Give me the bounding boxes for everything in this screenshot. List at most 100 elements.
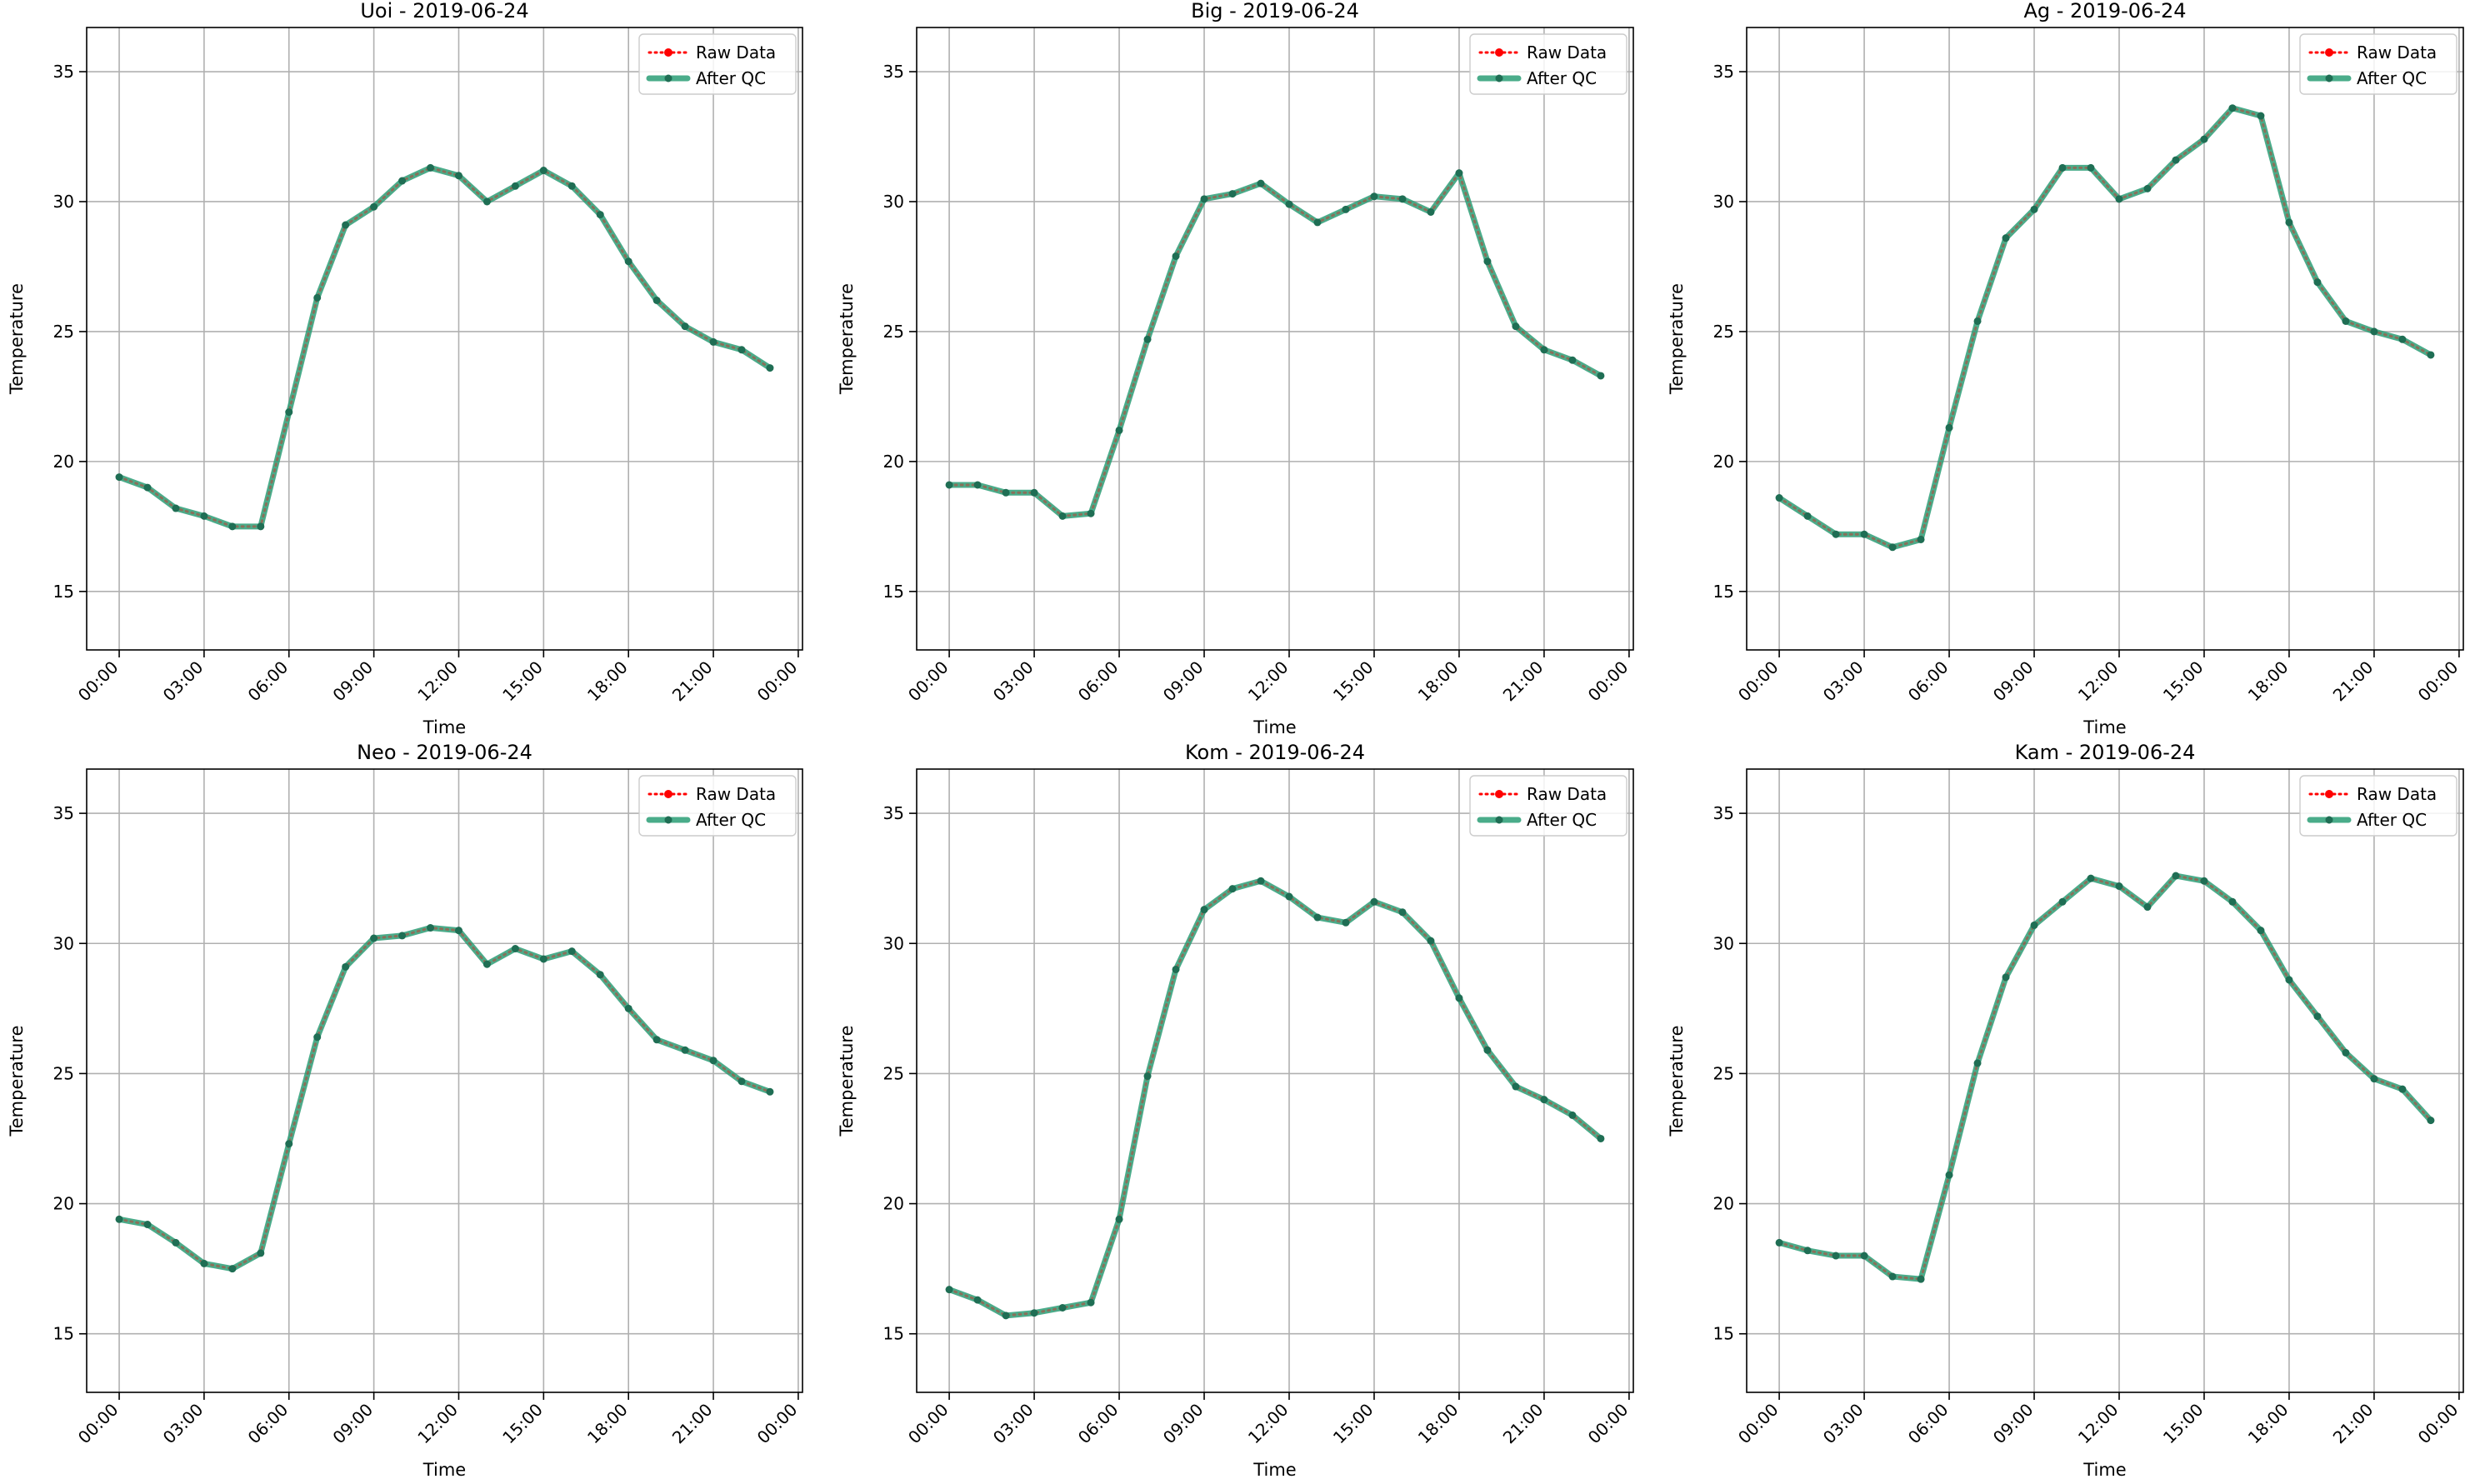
- subplot-title: Ag - 2019-06-24: [2023, 0, 2186, 22]
- legend-raw-marker: [2325, 790, 2333, 798]
- x-tick-label: 03:00: [159, 657, 208, 706]
- x-tick-label: 06:00: [1074, 657, 1122, 706]
- y-tick-label: 35: [1713, 62, 1734, 82]
- after-qc-point: [1370, 192, 1378, 201]
- after-qc-point: [370, 934, 378, 942]
- subplot-title: Kam - 2019-06-24: [2015, 741, 2196, 764]
- after-qc-point: [2030, 205, 2038, 213]
- legend-qc-label: After QC: [2357, 810, 2427, 830]
- after-qc-point: [228, 1265, 237, 1273]
- after-qc-point: [143, 483, 152, 492]
- x-tick-label: 15:00: [1329, 1400, 1378, 1448]
- after-qc-point: [1860, 530, 1868, 538]
- after-qc-point: [1917, 535, 1925, 543]
- after-qc-point: [2427, 351, 2435, 359]
- after-qc-point: [285, 1140, 293, 1148]
- after-qc-line: [1776, 872, 2434, 1282]
- after-qc-point: [624, 257, 632, 266]
- after-qc-point: [1058, 512, 1067, 520]
- after-qc-point: [709, 337, 718, 346]
- x-tick-label: 18:00: [2244, 1400, 2292, 1448]
- after-qc-point: [1483, 1046, 1492, 1054]
- after-qc-point: [2200, 877, 2208, 885]
- y-tick-label: 30: [883, 933, 904, 953]
- after-qc-point: [1775, 1238, 1783, 1247]
- legend-raw-marker: [1495, 48, 1503, 57]
- x-tick-label: 00:00: [904, 1400, 952, 1448]
- x-axis-label: Time: [1252, 1460, 1296, 1480]
- y-tick-label: 35: [53, 62, 74, 82]
- after-qc-point: [738, 346, 746, 354]
- after-qc-point: [454, 172, 462, 180]
- after-qc-point: [1945, 1171, 1953, 1179]
- after-qc-point: [511, 182, 519, 190]
- after-qc-point: [511, 944, 519, 952]
- raw-data-line: [948, 879, 1602, 1317]
- legend-raw-marker: [664, 48, 672, 57]
- x-tick-label: 09:00: [1989, 657, 2038, 706]
- axes-frame: [86, 27, 803, 651]
- subplot-2: 00:00 03:00 06:00 09:00 12:00 15:00 18:00 21:00…: [837, 0, 1634, 737]
- x-tick-label: 03:00: [989, 1400, 1038, 1448]
- after-qc-point: [342, 221, 350, 229]
- after-qc-point: [709, 1057, 718, 1065]
- legend-raw-marker: [2325, 48, 2333, 57]
- x-tick-label: 00:00: [74, 1400, 122, 1448]
- x-axis-label: Time: [2082, 717, 2126, 737]
- x-tick-label: 18:00: [583, 1400, 632, 1448]
- after-qc-point: [1257, 179, 1265, 187]
- legend-raw-label: Raw Data: [2357, 784, 2437, 804]
- x-tick-label: 06:00: [244, 1400, 292, 1448]
- x-tick-label: 18:00: [1414, 657, 1462, 706]
- after-qc-point: [2370, 327, 2378, 336]
- y-tick-label: 30: [1713, 192, 1734, 212]
- subplot-6: 00:00 03:00 06:00 09:00 12:00 15:00 18:00 21:00…: [1667, 741, 2464, 1480]
- after-qc-point: [1540, 346, 1548, 354]
- after-qc-point: [1483, 257, 1492, 266]
- x-tick-label: 12:00: [413, 1400, 462, 1448]
- after-qc-point: [1257, 877, 1265, 885]
- after-qc-point: [115, 473, 123, 482]
- after-qc-point: [482, 197, 491, 206]
- subplot-title: Uoi - 2019-06-24: [360, 0, 528, 22]
- after-qc-line: [946, 877, 1604, 1319]
- x-tick-label: 09:00: [1989, 1400, 2038, 1448]
- x-tick-label: 00:00: [1734, 657, 1782, 706]
- y-tick-label: 30: [1713, 933, 1734, 953]
- y-tick-label: 25: [1713, 1063, 1734, 1083]
- x-tick-label: 12:00: [413, 657, 462, 706]
- after-qc-point: [596, 971, 604, 979]
- y-tick-label: 25: [53, 322, 74, 342]
- x-tick-label: 21:00: [1499, 1400, 1548, 1448]
- x-axis-label: Time: [2082, 1460, 2126, 1480]
- legend-raw-label: Raw Data: [1527, 42, 1607, 62]
- after-qc-point: [2002, 234, 2010, 242]
- legend: Raw Data After QC: [638, 775, 797, 837]
- after-qc-point: [596, 211, 604, 219]
- after-qc-point: [1512, 322, 1520, 331]
- raw-data-line: [118, 166, 772, 528]
- raw-data-line: [1778, 106, 2432, 549]
- after-qc-point: [1030, 1309, 1038, 1317]
- after-qc-point: [1568, 1111, 1577, 1119]
- x-tick-label: 00:00: [2414, 1400, 2462, 1448]
- after-qc-point: [1803, 1247, 1812, 1255]
- after-qc-point: [539, 167, 548, 175]
- x-tick-label: 00:00: [753, 657, 802, 706]
- after-qc-point: [370, 202, 378, 211]
- legend-raw-label: Raw Data: [696, 784, 776, 804]
- after-qc-point: [1370, 897, 1378, 906]
- after-qc-point: [568, 182, 576, 190]
- after-qc-point: [2342, 1048, 2350, 1057]
- x-tick-label: 21:00: [1499, 657, 1548, 706]
- after-qc-point: [257, 1249, 265, 1257]
- legend-raw-marker: [664, 790, 672, 798]
- after-qc-line: [1776, 105, 2434, 551]
- subplot-title: Neo - 2019-06-24: [357, 741, 532, 764]
- after-qc-point: [1087, 509, 1095, 517]
- after-qc-point: [2285, 976, 2293, 984]
- after-qc-point: [313, 293, 322, 302]
- x-tick-label: 09:00: [1159, 657, 1208, 706]
- x-tick-label: 18:00: [2244, 657, 2292, 706]
